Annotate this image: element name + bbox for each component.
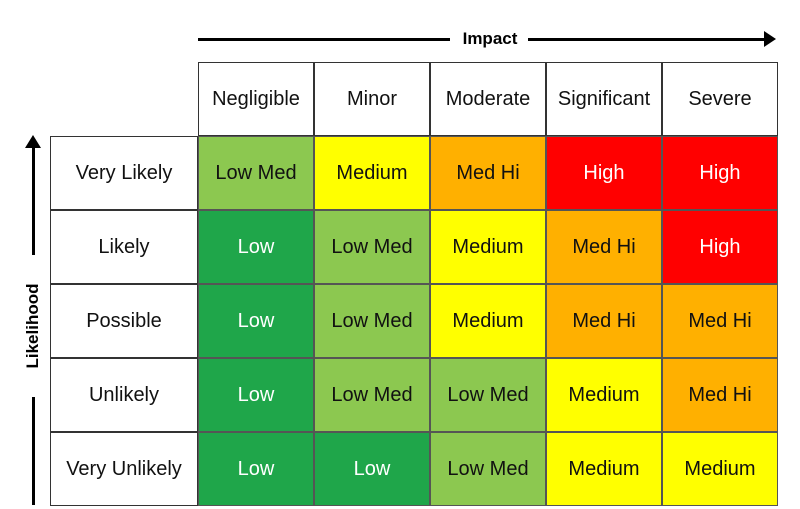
risk-cell: Low Med [430, 432, 546, 506]
risk-cell: Med Hi [546, 284, 662, 358]
arrow-right-icon [764, 31, 776, 47]
impact-column-header: Severe [662, 62, 778, 136]
likelihood-row-header: Unlikely [50, 358, 198, 432]
impact-column-header: Moderate [430, 62, 546, 136]
risk-cell: Low [198, 210, 314, 284]
likelihood-axis-line [32, 147, 35, 255]
likelihood-row-header: Very Likely [50, 136, 198, 210]
likelihood-axis: Likelihood [22, 135, 44, 505]
impact-axis-line [198, 38, 450, 41]
risk-cell: Low [198, 432, 314, 506]
risk-cell: Medium [430, 210, 546, 284]
impact-column-header: Significant [546, 62, 662, 136]
impact-axis-line [528, 38, 766, 41]
risk-cell: Low [198, 358, 314, 432]
risk-cell: High [546, 136, 662, 210]
likelihood-axis-label: Likelihood [23, 283, 42, 369]
risk-cell: Med Hi [546, 210, 662, 284]
risk-cell: Low Med [314, 358, 430, 432]
risk-cell: Low Med [314, 284, 430, 358]
risk-cell: Medium [430, 284, 546, 358]
likelihood-row-header: Very Unlikely [50, 432, 198, 506]
risk-cell: Medium [546, 432, 662, 506]
risk-cell: Medium [546, 358, 662, 432]
impact-column-header: Negligible [198, 62, 314, 136]
risk-cell: Medium [314, 136, 430, 210]
likelihood-row-header: Possible [50, 284, 198, 358]
likelihood-axis-line [32, 397, 35, 505]
likelihood-row-header: Likely [50, 210, 198, 284]
risk-cell: Med Hi [430, 136, 546, 210]
risk-cell: Low Med [430, 358, 546, 432]
risk-cell: Low [314, 432, 430, 506]
risk-cell: High [662, 136, 778, 210]
risk-cell: Med Hi [662, 358, 778, 432]
risk-cell: High [662, 210, 778, 284]
risk-cell: Med Hi [662, 284, 778, 358]
impact-column-header: Minor [314, 62, 430, 136]
risk-cell: Low [198, 284, 314, 358]
arrow-up-icon [25, 135, 41, 148]
risk-cell: Low Med [314, 210, 430, 284]
impact-axis-label: Impact [462, 29, 518, 48]
risk-cell: Medium [662, 432, 778, 506]
risk-cell: Low Med [198, 136, 314, 210]
impact-axis: Impact [198, 28, 778, 50]
